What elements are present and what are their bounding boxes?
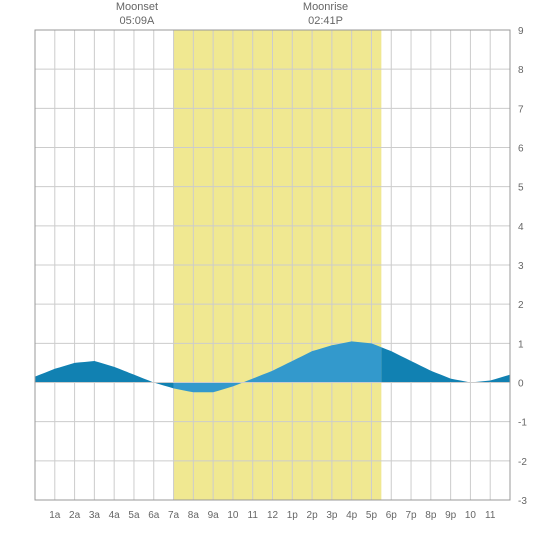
svg-text:0: 0 — [518, 379, 524, 390]
svg-text:10: 10 — [227, 510, 239, 521]
moonset-title: Moonset — [107, 0, 167, 14]
svg-text:-2: -2 — [518, 457, 527, 468]
tide-chart: -3-2-101234567891a2a3a4a5a6a7a8a9a101112… — [0, 0, 550, 550]
moonrise-time: 02:41P — [296, 14, 356, 28]
svg-text:1a: 1a — [49, 510, 61, 521]
svg-text:9p: 9p — [445, 510, 457, 521]
svg-text:9a: 9a — [208, 510, 220, 521]
svg-text:8p: 8p — [425, 510, 437, 521]
moonrise-title: Moonrise — [296, 0, 356, 14]
svg-text:6p: 6p — [386, 510, 398, 521]
svg-text:4a: 4a — [109, 510, 121, 521]
svg-text:5a: 5a — [128, 510, 140, 521]
svg-text:3a: 3a — [89, 510, 101, 521]
svg-text:6: 6 — [518, 144, 524, 155]
svg-text:2p: 2p — [307, 510, 319, 521]
svg-text:-1: -1 — [518, 418, 527, 429]
svg-text:7p: 7p — [405, 510, 417, 521]
svg-text:10: 10 — [465, 510, 477, 521]
svg-text:4: 4 — [518, 222, 524, 233]
svg-text:7a: 7a — [168, 510, 180, 521]
svg-text:8: 8 — [518, 65, 524, 76]
svg-text:3p: 3p — [326, 510, 338, 521]
svg-text:-3: -3 — [518, 496, 527, 507]
svg-text:9: 9 — [518, 26, 524, 37]
svg-text:1p: 1p — [287, 510, 299, 521]
svg-text:6a: 6a — [148, 510, 160, 521]
svg-text:4p: 4p — [346, 510, 358, 521]
svg-text:11: 11 — [248, 510, 259, 521]
moonrise-annotation: Moonrise 02:41P — [296, 0, 356, 29]
svg-text:5p: 5p — [366, 510, 378, 521]
svg-text:11: 11 — [485, 510, 496, 521]
svg-text:2: 2 — [518, 300, 524, 311]
chart-svg: -3-2-101234567891a2a3a4a5a6a7a8a9a101112… — [0, 0, 550, 550]
svg-text:12: 12 — [267, 510, 279, 521]
svg-text:7: 7 — [518, 104, 524, 115]
svg-text:2a: 2a — [69, 510, 81, 521]
svg-text:1: 1 — [518, 339, 524, 350]
svg-text:8a: 8a — [188, 510, 200, 521]
moonset-time: 05:09A — [107, 14, 167, 28]
moonset-annotation: Moonset 05:09A — [107, 0, 167, 29]
svg-text:3: 3 — [518, 261, 524, 272]
svg-text:5: 5 — [518, 183, 524, 194]
